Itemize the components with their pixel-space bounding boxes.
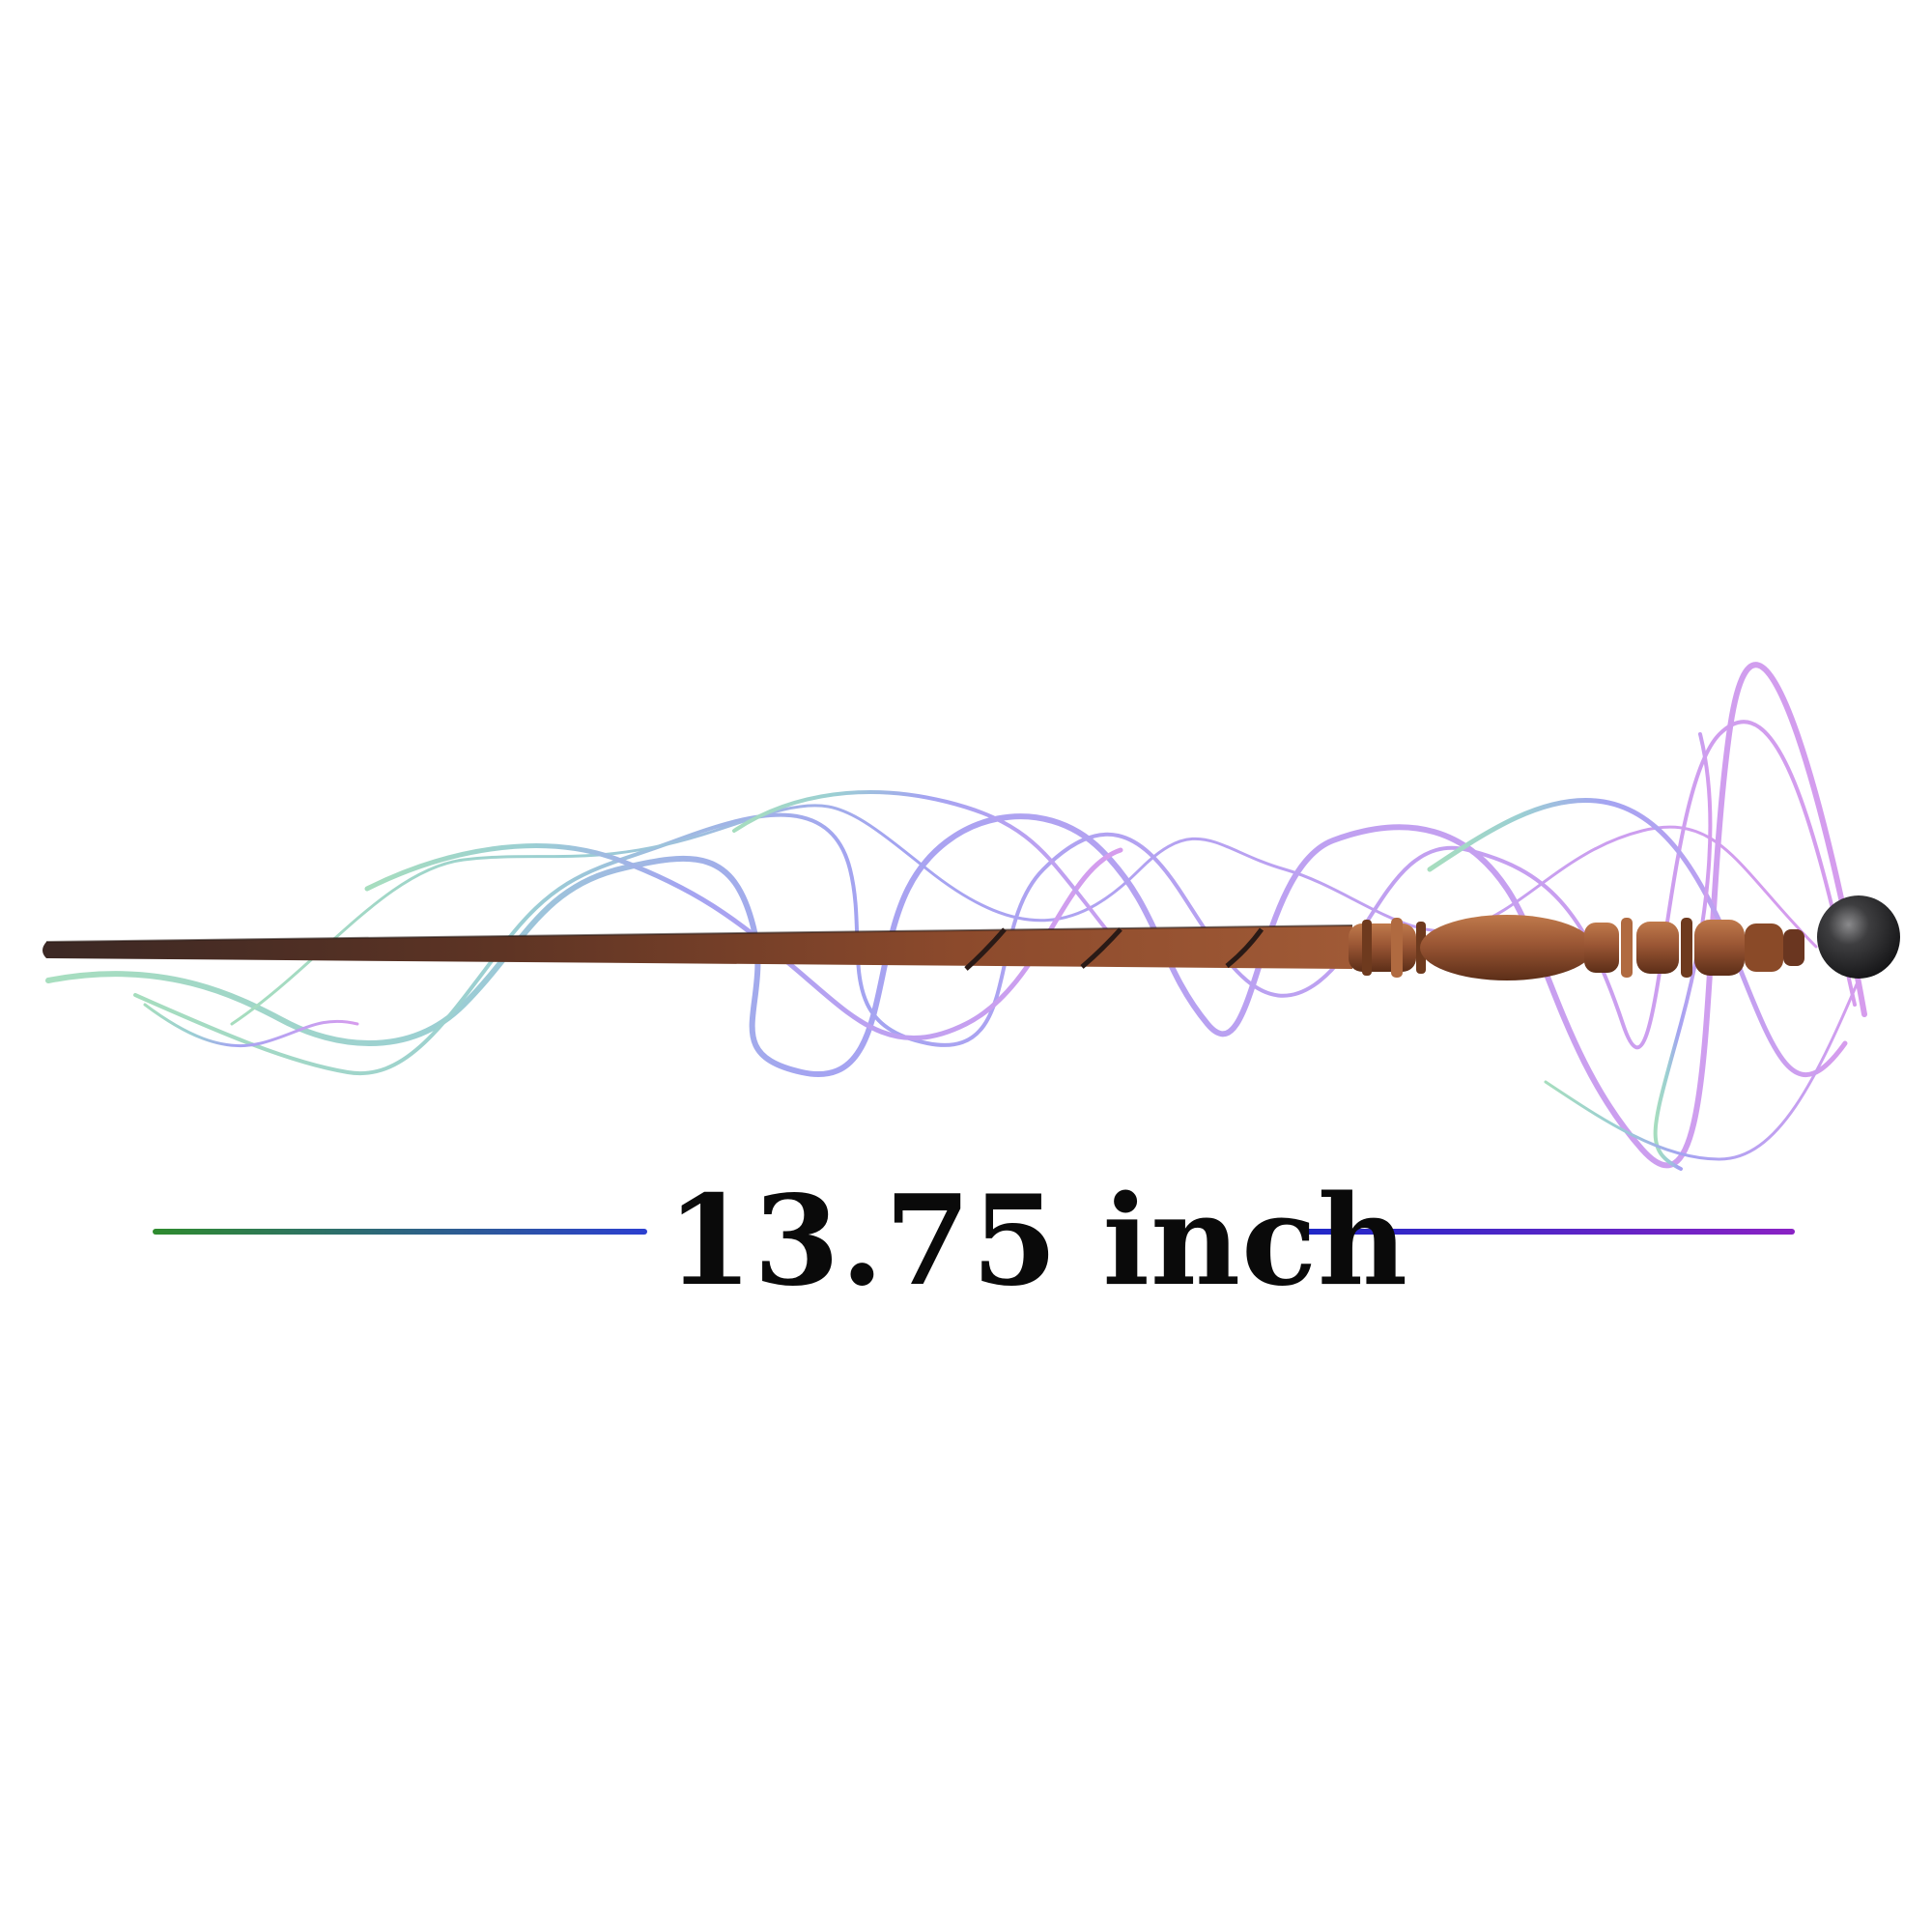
- length-label: 13.75 inch: [667, 1169, 1409, 1314]
- measure-line-right: [1300, 1229, 1795, 1235]
- measure-line-left: [153, 1229, 647, 1235]
- smoke-icon: [45, 662, 1867, 1171]
- wand-icon: [43, 895, 1900, 980]
